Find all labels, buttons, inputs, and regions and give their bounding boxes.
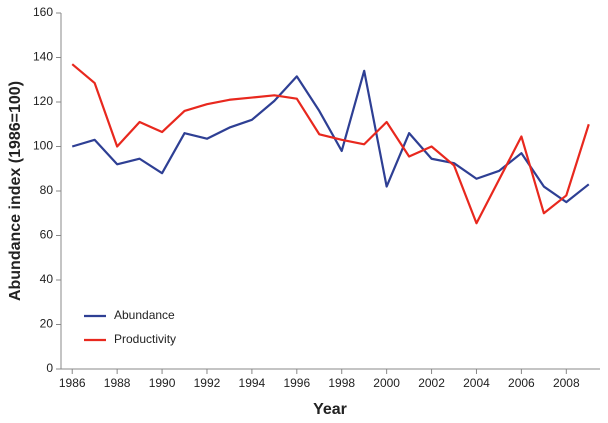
y-tick-label: 40 (40, 272, 54, 286)
y-axis-title: Abundance index (1986=100) (7, 81, 24, 301)
y-tick-label: 120 (33, 94, 53, 108)
x-tick-label: 1994 (239, 376, 266, 390)
y-tick-label: 0 (46, 361, 53, 375)
x-axis-title: Year (313, 401, 347, 418)
x-tick-label: 1990 (149, 376, 176, 390)
y-tick-label: 160 (33, 5, 53, 19)
legend-label: Productivity (114, 332, 176, 346)
x-tick-label: 1988 (104, 376, 131, 390)
y-tick-label: 60 (40, 228, 54, 242)
x-tick-label: 2000 (373, 376, 400, 390)
y-tick-label: 80 (40, 183, 54, 197)
x-tick-label: 1996 (283, 376, 310, 390)
x-tick-label: 1986 (59, 376, 86, 390)
x-tick-label: 2004 (463, 376, 490, 390)
series-line (71, 63, 590, 225)
x-tick-label: 2006 (508, 376, 535, 390)
legend-label: Abundance (114, 308, 175, 322)
y-tick-label: 140 (33, 50, 53, 64)
y-tick-label: 20 (40, 317, 54, 331)
x-tick-label: 2002 (418, 376, 445, 390)
y-tick-label: 100 (33, 139, 53, 153)
x-tick-label: 1998 (328, 376, 355, 390)
x-tick-label: 1992 (194, 376, 221, 390)
x-tick-label: 2008 (553, 376, 580, 390)
series-line (71, 69, 590, 204)
